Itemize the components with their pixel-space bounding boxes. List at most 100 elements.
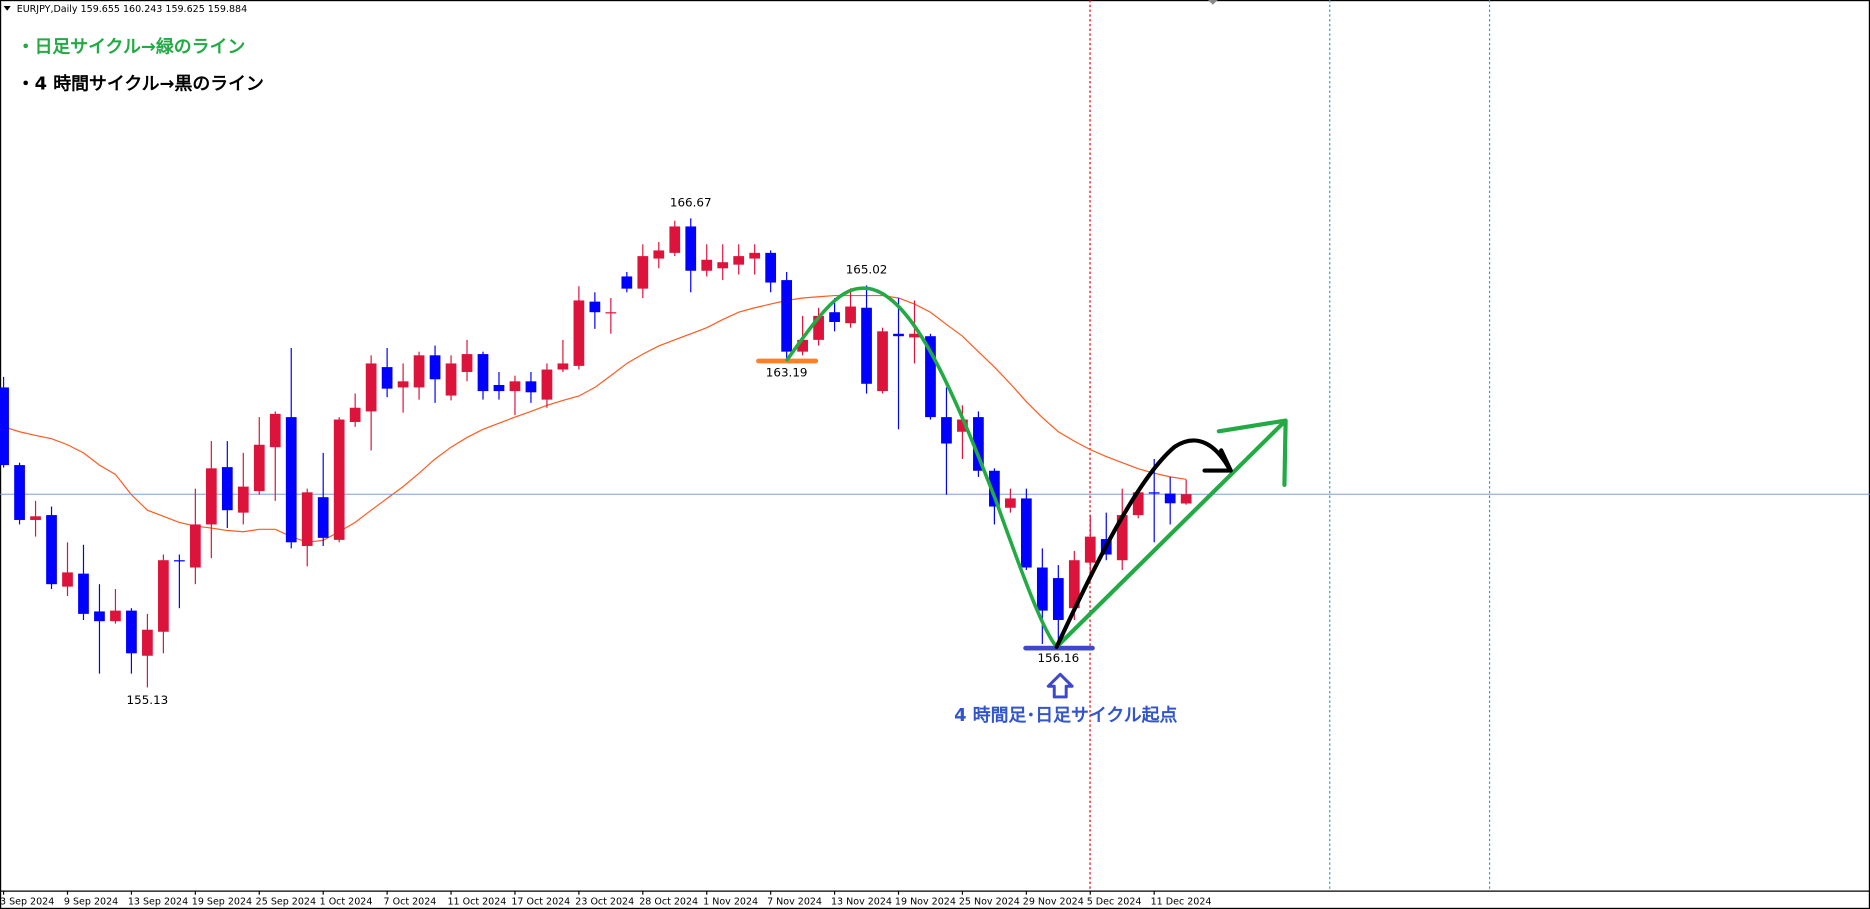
candle-body [701, 259, 713, 271]
candle-body [845, 306, 856, 324]
candle-body [557, 363, 569, 370]
x-tick-label: 25 Nov 2024 [959, 896, 1020, 907]
candle-body [1164, 493, 1176, 504]
x-tick-label: 5 Dec 2024 [1087, 896, 1142, 907]
candle-body [893, 333, 904, 337]
x-tick-label: 7 Oct 2024 [384, 896, 437, 907]
candle-body [621, 276, 633, 289]
x-tick-label: 3 Sep 2024 [0, 896, 54, 907]
candle-body [142, 629, 153, 656]
candle-body [925, 336, 936, 418]
candle-body [493, 384, 505, 392]
candle-body [909, 333, 920, 338]
candle-body [301, 492, 313, 546]
candle-body [749, 252, 761, 259]
legend-note: ・日足サイクル→緑のライン [17, 36, 246, 58]
candle-body [429, 355, 441, 380]
candle-body [733, 256, 745, 265]
candle-body [813, 315, 824, 340]
price-label: 163.19 [766, 365, 808, 379]
x-tick-label: 9 Sep 2024 [64, 896, 118, 907]
candle-body [333, 419, 345, 540]
candle-body [221, 467, 233, 511]
candle-body [1052, 578, 1064, 620]
candle-body [653, 250, 665, 259]
candle-body [877, 331, 888, 392]
candle-body [381, 367, 393, 389]
candle-body [0, 387, 9, 466]
candle-body [637, 256, 649, 289]
candle-body [797, 339, 808, 352]
candle-body [46, 515, 57, 585]
candle-body [62, 572, 73, 587]
candle-body [1068, 560, 1080, 609]
candle-body [589, 301, 601, 313]
x-tick-label: 11 Oct 2024 [447, 896, 506, 907]
candle-body [1005, 498, 1016, 508]
x-tick-label: 19 Nov 2024 [895, 896, 956, 907]
candle-body [1148, 492, 1160, 494]
candle-body [285, 417, 297, 543]
candle-body [1084, 536, 1096, 563]
candle-body [445, 363, 457, 396]
annotation: 4 時間足･日足サイクル起点 [954, 704, 1177, 726]
candle-body [573, 300, 585, 366]
candle-body [237, 486, 249, 513]
candle-body [461, 354, 473, 372]
price-label: 156.16 [1037, 651, 1079, 665]
candle-body [413, 355, 425, 388]
x-tick-label: 1 Oct 2024 [320, 896, 373, 907]
candle-body [205, 468, 217, 525]
x-tick-label: 11 Dec 2024 [1151, 896, 1212, 907]
price-label: 165.02 [846, 262, 888, 276]
candle-body [253, 444, 265, 492]
x-tick-label: 13 Sep 2024 [128, 896, 188, 907]
candle-body [941, 417, 952, 444]
x-tick-label: 17 Oct 2024 [511, 896, 570, 907]
x-tick-label: 7 Nov 2024 [767, 896, 822, 907]
x-tick-label: 13 Nov 2024 [831, 896, 892, 907]
candle-body [765, 252, 777, 283]
candle-body [365, 363, 377, 412]
candle-body [973, 417, 984, 471]
candle-body [317, 497, 329, 538]
x-tick-label: 29 Nov 2024 [1023, 896, 1084, 907]
price-label: 166.67 [670, 195, 712, 209]
daily-cycle-arrow [1054, 418, 1288, 649]
candle-body [110, 610, 121, 622]
candle-body [717, 262, 729, 269]
candle-body [14, 465, 25, 520]
candle-body [78, 573, 89, 614]
x-tick-label: 23 Oct 2024 [575, 896, 634, 907]
candle-body [781, 280, 793, 352]
start-arrow [1046, 672, 1074, 699]
candle-body [189, 524, 201, 568]
candle-body [397, 381, 409, 388]
candle-body [989, 470, 1000, 507]
candle-body [541, 369, 553, 400]
x-tick-label: 25 Sep 2024 [256, 896, 316, 907]
candle-body [477, 354, 489, 392]
chart-title: EURJPY,Daily 159.655 160.243 159.625 159… [17, 4, 247, 15]
candle-body [509, 381, 521, 392]
h4-cycle-arrow [1054, 438, 1233, 649]
candle-body [669, 226, 681, 253]
candle-body [957, 419, 968, 432]
candle-body [829, 312, 840, 322]
menu-triangle [3, 5, 11, 11]
candle-body [174, 560, 185, 562]
candle-body [605, 312, 617, 314]
candle-body [685, 226, 697, 271]
x-tick-label: 19 Sep 2024 [192, 896, 252, 907]
candle-body [269, 413, 281, 448]
candle-body [94, 611, 105, 622]
legend-note: ・4 時間サイクル→黒のライン [17, 74, 264, 95]
candle-body [525, 381, 537, 393]
scroll-marker [1208, 0, 1218, 5]
candle-body [1036, 567, 1048, 611]
daily-cycle-line [785, 286, 1059, 649]
candle-body [861, 307, 872, 384]
candle-body [349, 407, 361, 422]
x-tick-label: 1 Nov 2024 [703, 896, 758, 907]
